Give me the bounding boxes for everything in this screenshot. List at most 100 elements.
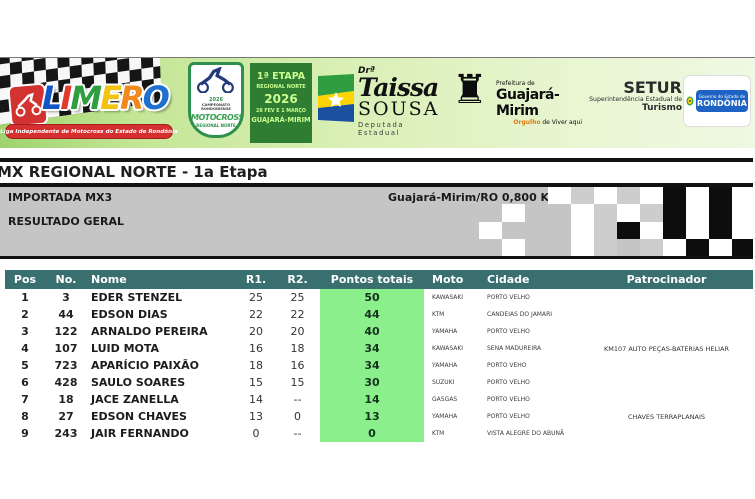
cell-pts: 14 [320,391,424,408]
cell-nome: JACE ZANELLA [91,393,179,406]
cell-r2: -- [293,393,302,406]
cell-cidade: PORTO VELHO [487,379,530,386]
limero-letter: O [142,79,170,117]
cell-r2: 25 [290,291,305,304]
cell-nome: EDSON CHAVES [91,410,187,423]
category-label: IMPORTADA MX3 [8,191,113,204]
header-pontos: Pontos totais [330,273,414,286]
cell-pts: 44 [320,306,424,323]
cell-no: 18 [58,393,74,406]
checker-cell [617,221,640,239]
cell-r1: 14 [249,393,263,406]
cell-no: 44 [58,308,74,321]
cell-r2: 18 [290,342,305,355]
setur-turismo: Turismo [642,103,682,114]
checker-cell [732,204,753,222]
cell-nome: LUID MOTA [91,342,160,355]
cell-pos: 7 [21,393,29,406]
cell-pos: 5 [21,359,29,372]
etapa-year: 2026 [264,92,298,106]
setur-subtitle: Superintendência Estadual de [589,96,682,103]
governo-line1: Governo do Estado de [698,93,746,99]
divider-bottom [0,256,753,259]
governo-blue-box: Governo do Estado de RONDÔNIA [695,89,748,113]
cell-r2: 0 [294,410,301,423]
header-moto: Moto [432,273,464,286]
cell-pts: 50 [320,289,424,306]
taissa-first-name: Taissa [358,73,439,102]
cell-r2: 15 [290,376,305,389]
checker-cell [686,187,709,205]
cell-nome: SAULO SOARES [91,376,186,389]
checker-cell [594,187,617,205]
cell-moto: KAWASAKI [432,345,464,352]
cell-moto: KTM [432,430,445,437]
limero-tagline: Liga Independente de Motocross do Estado… [0,124,178,139]
cell-r2: 22 [290,308,305,321]
coat-of-arms-icon: ♜ [452,67,488,113]
header-cidade: Cidade [487,273,530,286]
prefeitura-tagline-bold: Orgulho [513,119,541,126]
checker-cell [548,187,571,205]
checker-cell [502,204,525,222]
checker-cell [663,238,686,256]
cell-pos: 4 [21,342,29,355]
sponsor-banner: LIMERO Liga Independente de Motocross do… [0,57,755,148]
cell-pts: 30 [320,374,424,391]
checker-cell [594,238,617,256]
table-row: 5 723 APARÍCIO PAIXÃO 18 16 34 YAMAHA PORTO VEH… [5,357,753,374]
taissa-sousa-logo: Drª Taissa SOUSA Deputada Estadual [318,66,448,144]
checker-cell [617,187,640,205]
divider-mid [0,183,753,187]
header-no: No. [55,273,77,286]
table-row: 1 3 EDER STENZEL 25 25 50 KAWASAKI PORTO VELHO [5,289,753,306]
checker-cell [732,221,753,239]
cell-no: 723 [54,359,78,372]
taissa-last-name: SOUSA [358,97,440,120]
table-row: 8 27 EDSON CHAVES 13 0 13 YAMAHA PORTO VELHO CHA… [5,408,753,425]
checker-cell [640,221,663,239]
checker-cell [732,187,753,205]
cell-moto: YAMAHA [432,362,458,369]
header-r1: R1. [245,273,267,286]
cell-r1: 15 [249,376,263,389]
page-title: MX REGIONAL NORTE - 1a Etapa [0,163,268,181]
checker-cell [479,221,502,239]
rondonia-flag-icon [318,74,354,122]
checker-cell [640,187,663,205]
badge-title: MOTOCROSS [191,112,244,122]
cell-pos: 1 [21,291,29,304]
header-nome: Nome [91,273,127,286]
setur-name: SETUR [623,78,682,97]
table-row: 6 428 SAULO SOARES 15 15 30 SUZUKI PORTO VELHO [5,374,753,391]
checker-cell [640,204,663,222]
badge-league: CAMPEONATO RONDONIENSE [201,103,231,112]
cell-r1: 20 [249,325,263,338]
limero-letter: R [120,79,145,117]
prefeitura-guajara-mirim-logo: ♜ Prefeitura de Guajará-Mirim Orgulho de… [450,70,582,132]
checker-cell [594,221,617,239]
table-row: 7 18 JACE ZANELLA 14 -- 14 GASGAS PORTO VELHO [5,391,753,408]
cell-patrocinador: KM107 AUTO PEÇAS-BATERIAS HELIAR [604,344,729,353]
cell-moto: KTM [432,311,445,318]
table-row: 2 44 EDSON DIAS 22 22 44 KTM CANDEIAS DO JAMARI [5,306,753,323]
cell-cidade: PORTO VELHO [487,294,530,301]
prefeitura-tagline: Orgulho de Viver aqui [496,119,582,126]
cell-r1: 0 [252,427,260,440]
checker-cell [686,238,709,256]
limero-letter: I [60,79,72,117]
results-header: Pos No. Nome R1. R2. Pontos totais Moto … [5,270,753,289]
cell-no: 243 [54,427,78,440]
motorcycle-icon [7,82,49,128]
checker-cell [686,204,709,222]
cell-cidade: PORTO VELHO [487,396,530,403]
checker-cell [686,221,709,239]
cell-pos: 8 [21,410,29,423]
header-pos: Pos [13,273,37,286]
checker-cell [571,204,594,222]
checker-cell [594,204,617,222]
table-row: 3 122 ARNALDO PEREIRA 20 20 40 YAMAHA PORTO VEL… [5,323,753,340]
cell-r2: 16 [290,359,305,372]
state-emblem-icon [686,96,694,106]
